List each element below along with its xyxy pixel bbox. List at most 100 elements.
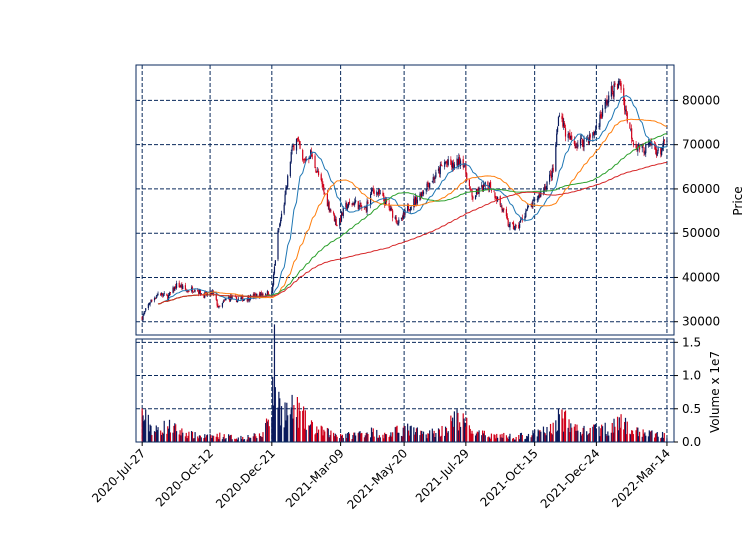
moving-average-lines [157,95,668,305]
candle-body [543,187,545,191]
candle-body [441,165,443,167]
volume-bar [651,430,653,442]
candle-body [327,202,329,207]
volume-bar [666,438,668,442]
candle-body [662,141,665,148]
volume-bar [143,421,145,442]
volume-bar [413,427,415,442]
volume-bar [524,439,526,442]
candle-body [450,159,452,165]
candle-body [514,225,516,230]
candle-body [556,127,559,133]
candle-body [280,213,283,219]
candle-body [474,195,477,199]
candle-body [414,198,416,204]
volume-bar [550,433,553,442]
candle-body [296,138,298,139]
candle-body [508,226,510,228]
candle-body [453,164,455,169]
candle-body [184,285,186,290]
volume-bar [342,437,344,442]
volume-bar [400,435,403,442]
volume-bar [582,427,584,442]
volume-bar [556,431,558,442]
volume-bar [614,426,616,442]
volume-bar [395,426,397,442]
volume-y-axis-label: Volume x 1e7 [708,351,722,433]
candle-body [466,173,468,181]
volume-bar [371,432,373,442]
volume-bar [499,434,501,442]
candle-body [192,291,194,293]
volume-bar [509,433,511,442]
candle-body [346,203,348,210]
volume-bar [234,438,236,442]
volume-bar [141,408,143,442]
volume-bar [475,433,478,442]
price-tick-label: 50000 [682,226,720,240]
volume-bar [425,434,427,442]
candle-body [366,201,368,212]
volume-bar [618,417,620,442]
candle-body [581,138,583,144]
candle-body [304,158,306,162]
candle-body [647,142,650,145]
volume-bar [235,438,238,442]
candle-body [160,292,163,295]
candle-body [624,109,627,112]
volume-bar [296,397,298,442]
volume-bar [619,427,621,442]
candle-body [639,144,641,150]
candle-body [161,293,164,296]
volume-bar [352,435,354,442]
volume-bar [638,436,640,442]
volume-bar [575,430,577,442]
candle-body [601,108,604,117]
candle-body [295,138,298,151]
candle-body [297,136,299,141]
volume-bar [527,433,530,442]
volume-bar [542,426,545,442]
volume-bar [437,428,440,442]
candle-body [267,291,269,296]
volume-bar [351,439,353,442]
candle-body [569,133,571,140]
volume-bar [600,428,602,442]
volume-bar [645,435,647,442]
volume-bar [394,427,396,442]
candle-body [217,305,219,308]
volume-bar [179,430,181,442]
candle-body [588,134,590,144]
candle-body [608,95,610,103]
volume-bar [392,432,394,442]
candle-body [193,291,195,293]
candle-body [580,138,582,139]
x-tick-label: 2022-Mar-14 [609,446,673,510]
volume-bar [188,431,190,442]
candle-body [188,291,190,292]
candle-body [293,144,295,150]
candle-body [153,298,156,301]
volume-bar [316,426,318,442]
volume-bar [496,433,498,442]
candle-body [468,179,470,187]
candle-body [532,199,534,208]
candle-body [587,139,590,143]
candle-body [363,208,366,210]
volume-bar [592,426,594,442]
volume-bar [620,414,622,442]
candle-body [141,316,143,320]
candle-body [563,122,565,126]
volume-bar [383,438,385,442]
candle-body [481,185,483,187]
candle-body [172,287,174,293]
candle-body [568,132,570,135]
candle-body [155,296,157,299]
candle-body [512,222,514,224]
candle-body [258,293,261,298]
volume-bar [175,431,178,442]
candle-body [341,212,343,216]
candle-body [283,204,285,214]
candle-body [444,162,446,167]
candle-body [444,162,447,164]
